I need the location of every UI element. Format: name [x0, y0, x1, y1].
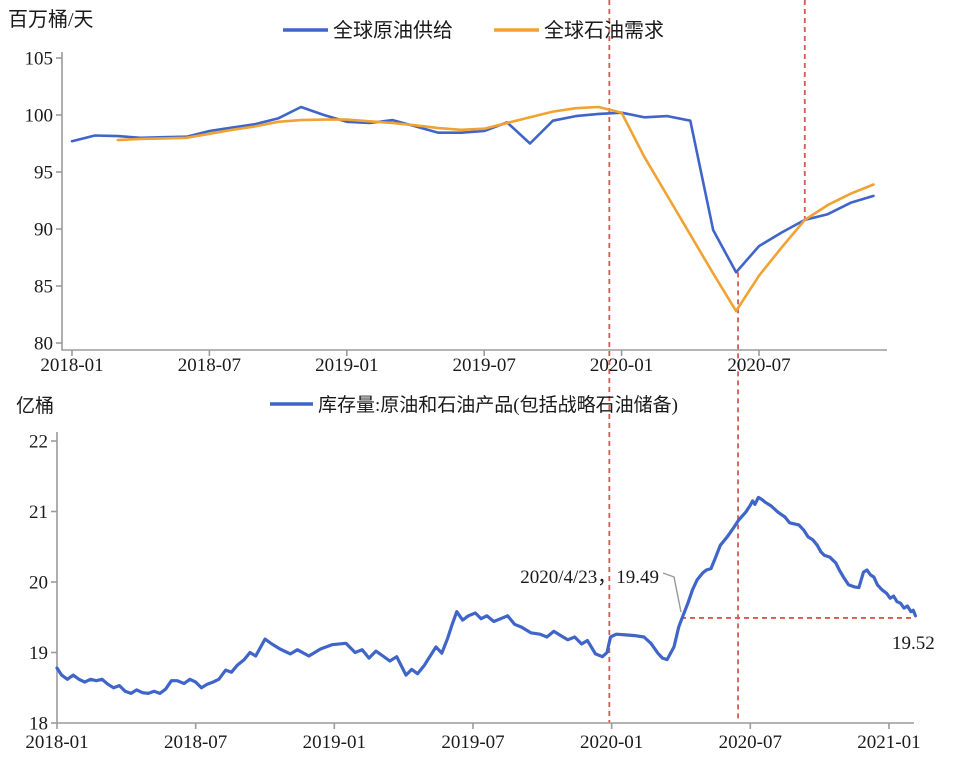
legend-label-demand: 全球石油需求	[544, 19, 664, 42]
event-marker-lines	[608, 0, 915, 723]
x-tick-label: 2018-01	[40, 355, 103, 376]
top-chart-legend: 全球原油供给 全球石油需求	[283, 19, 664, 42]
y-tick-label: 105	[25, 49, 54, 70]
axis-line	[56, 432, 914, 724]
bottom-chart-unit-label: 亿桶	[16, 395, 54, 417]
x-tick-label: 2018-07	[178, 355, 241, 376]
annotation-date-value: 2020/4/23，19.49	[520, 567, 659, 588]
x-tick-label: 2019-01	[303, 732, 366, 753]
x-tick-label: 2020-07	[727, 355, 790, 376]
bottom-chart-legend: 库存量:原油和石油产品(包括战略石油储备)	[270, 394, 678, 416]
axis-line	[61, 52, 887, 351]
top-chart-series	[70, 105, 875, 313]
inventory-line	[55, 495, 918, 696]
y-tick-label: 95	[34, 163, 53, 184]
x-tick-label: 2020-07	[719, 732, 782, 753]
supply-line	[70, 105, 875, 274]
x-tick-label: 2021-01	[857, 732, 920, 753]
annotation-endpoint-value: 19.52	[892, 633, 935, 654]
annotation-connector-line	[662, 572, 682, 613]
x-tick-label: 2020-01	[580, 732, 643, 753]
demand-line	[116, 105, 875, 313]
inventory-annotations: 2020/4/23，19.49 19.52	[520, 567, 935, 654]
x-tick-label: 2018-07	[164, 732, 227, 753]
y-tick-label: 100	[25, 106, 54, 127]
bottom-chart-series	[55, 495, 918, 696]
y-tick-label: 80	[34, 334, 53, 355]
y-tick-label: 85	[34, 277, 53, 298]
y-tick-label: 90	[34, 220, 53, 241]
x-tick-label: 2019-01	[315, 355, 378, 376]
y-tick-label: 19	[29, 643, 48, 664]
y-tick-label: 18	[29, 714, 48, 735]
x-tick-label: 2019-07	[441, 732, 504, 753]
y-tick-label: 20	[29, 573, 48, 594]
x-tick-label: 2020-01	[590, 355, 653, 376]
top-chart-unit-label: 百万桶/天	[8, 8, 94, 31]
legend-label-inventory: 库存量:原油和石油产品(包括战略石油储备)	[318, 394, 678, 416]
x-tick-label: 2019-07	[453, 355, 516, 376]
y-tick-label: 21	[29, 502, 48, 523]
x-tick-label: 2018-01	[25, 732, 88, 753]
legend-label-supply: 全球原油供给	[333, 19, 453, 42]
y-tick-label: 22	[29, 432, 48, 453]
